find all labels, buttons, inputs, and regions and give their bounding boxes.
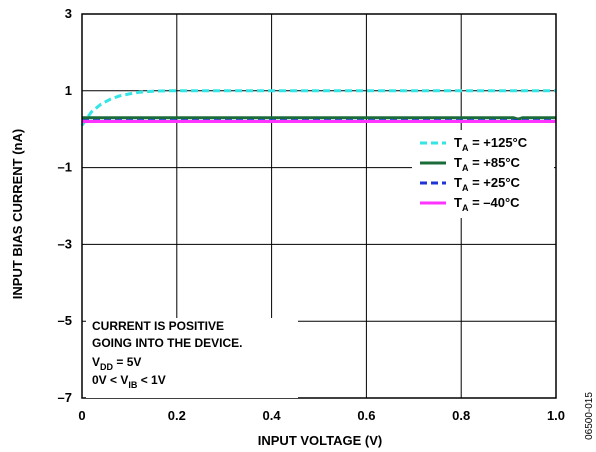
x-tick-label: 1.0 [547,408,565,423]
x-tick-label: 0.8 [452,408,470,423]
figure-id: 06500-015 [584,392,595,440]
annotation-line-2: GOING INTO THE DEVICE. [92,336,242,350]
legend-label: TA = –40°C [454,195,520,213]
y-tick-label: –5 [58,313,72,328]
annotation-box: CURRENT IS POSITIVE GOING INTO THE DEVIC… [86,318,298,398]
x-tick-label: 0.4 [263,408,282,423]
annotation-line-3: VDD = 5V [92,355,141,372]
plot-frame [81,13,557,399]
legend-label: TA = +125°C [454,135,528,153]
legend-label: TA = +25°C [454,175,521,193]
y-tick-label: –7 [58,390,72,405]
y-tick-label: –1 [58,160,72,175]
x-tick-labels: 0 0.2 0.4 0.6 0.8 1.0 [78,408,565,423]
x-tick-label: 0.6 [357,408,375,423]
series-line-2 [82,116,556,121]
legend: TA = +125°C TA = +85°C TA = +25°C TA = –40°… [412,130,554,218]
y-tick-label: 1 [65,83,72,98]
y-tick-label: 3 [65,6,72,21]
y-axis-label: INPUT BIAS CURRENT (nA) [10,129,25,299]
x-tick-label: 0.2 [168,408,186,423]
annotation-line-4: 0V < VIB < 1V [92,373,166,390]
series-line-1 [80,89,556,127]
y-tick-labels: 3 1 –1 –3 –5 –7 [58,6,72,405]
y-tick-label: –3 [58,236,72,251]
x-axis-label: INPUT VOLTAGE (V) [258,433,382,448]
series-lines [80,89,556,127]
x-tick-label: 0 [78,408,85,423]
annotation-line-1: CURRENT IS POSITIVE [92,319,224,333]
legend-label: TA = +85°C [454,155,521,173]
